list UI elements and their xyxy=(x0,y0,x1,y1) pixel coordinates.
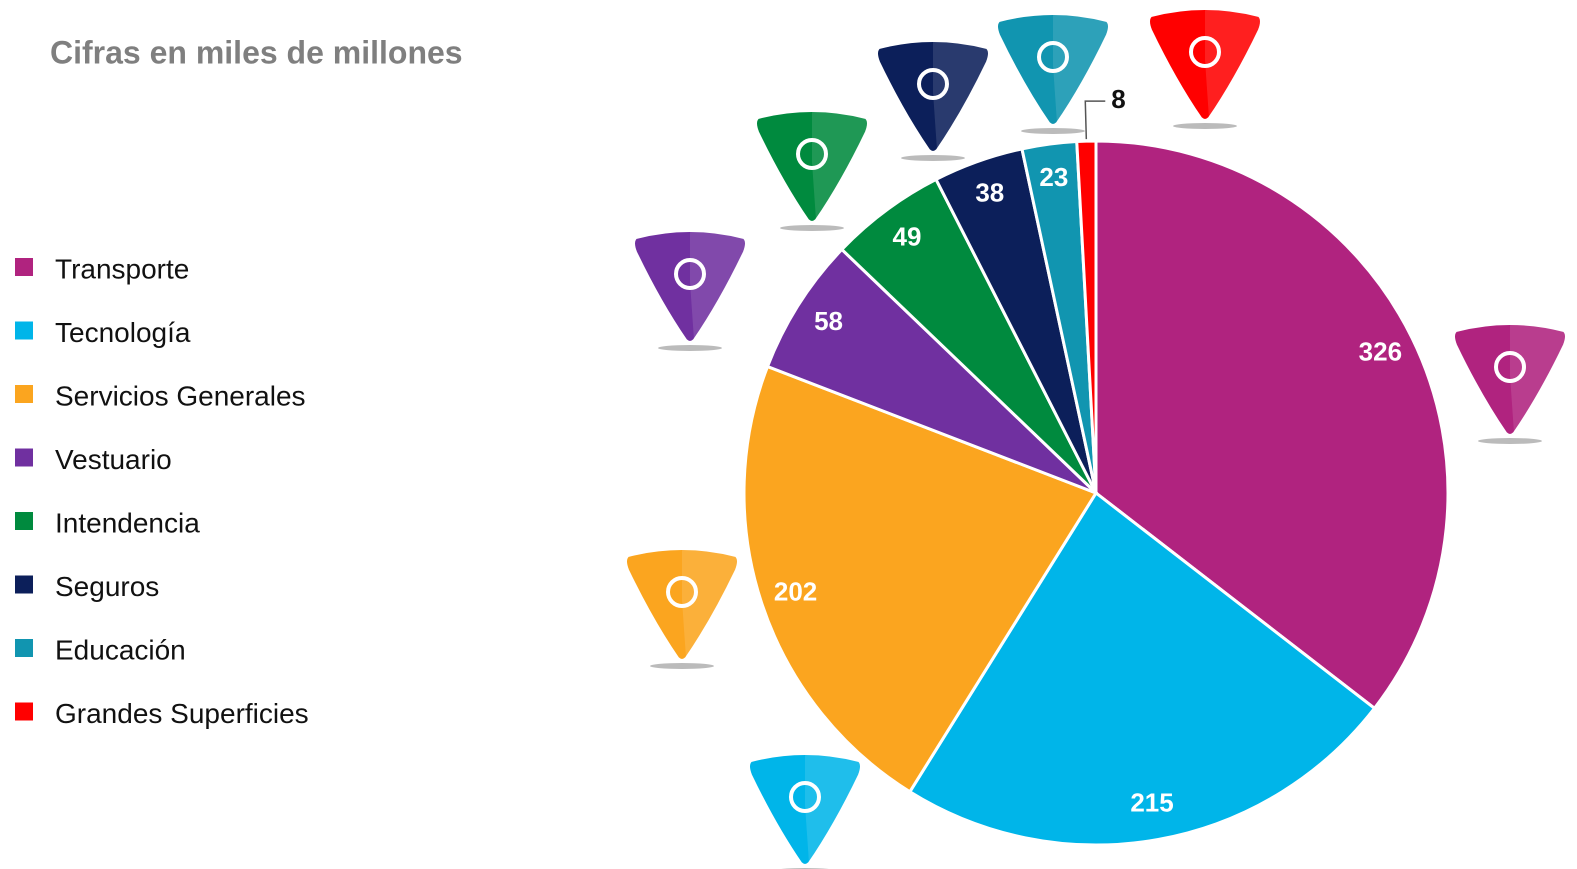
category-icon xyxy=(1148,8,1262,129)
pie-slice xyxy=(1094,139,1450,711)
icon-glyph xyxy=(1037,41,1069,73)
icon-sheen xyxy=(1205,8,1261,118)
icon-sheen xyxy=(812,110,868,220)
legend-label: Transporte xyxy=(55,253,189,284)
icon-glyph xyxy=(674,258,706,290)
legend-label: Vestuario xyxy=(55,444,172,475)
icon-shadow xyxy=(1478,438,1542,444)
data-label: 202 xyxy=(774,576,817,606)
legend-swatch xyxy=(15,448,33,467)
category-icon xyxy=(996,13,1110,134)
pie-slice xyxy=(765,247,1098,495)
icon-shadow xyxy=(1021,128,1085,134)
icon-glyph xyxy=(789,781,821,813)
category-icon xyxy=(1453,323,1567,444)
legend-swatch xyxy=(15,385,33,403)
icon-glyph xyxy=(917,68,949,100)
category-icon xyxy=(748,753,862,869)
legend-label: Seguros xyxy=(55,571,159,602)
legend-label: Servicios Generales xyxy=(55,380,306,411)
data-label: 215 xyxy=(1130,788,1173,818)
legend-label: Grandes Superficies xyxy=(55,698,309,729)
legend-label: Intendencia xyxy=(55,507,200,538)
legend-label: Tecnología xyxy=(55,317,191,348)
category-icon xyxy=(876,40,990,161)
icon-sheen xyxy=(1053,13,1109,123)
data-label: 38 xyxy=(975,177,1004,207)
pie-slice xyxy=(742,364,1099,794)
chart-title: Cifras en miles de millones xyxy=(50,34,463,70)
icon-shadow xyxy=(650,663,714,669)
pie-slice xyxy=(1075,139,1098,494)
legend-swatch xyxy=(15,575,33,594)
legend-swatch xyxy=(15,702,33,721)
legend-swatch xyxy=(15,258,33,276)
legend-swatch xyxy=(15,639,33,657)
icon-glyph xyxy=(1189,36,1221,68)
data-label: 49 xyxy=(893,222,922,252)
legend-label: Educación xyxy=(55,634,186,665)
icon-glyph xyxy=(796,138,828,170)
data-label: 326 xyxy=(1359,336,1402,366)
icon-sheen xyxy=(805,753,861,863)
data-label: 23 xyxy=(1039,162,1068,192)
icon-sheen xyxy=(1510,323,1566,433)
icon-sheen xyxy=(933,40,989,150)
category-icon xyxy=(625,548,739,669)
data-label: 58 xyxy=(814,306,843,336)
legend-swatch xyxy=(15,321,33,340)
icon-glyph xyxy=(666,576,698,608)
icon-shadow xyxy=(1173,123,1237,129)
icon-glyph xyxy=(1494,351,1526,383)
category-icon xyxy=(633,230,747,351)
category-icon xyxy=(755,110,869,231)
icon-shadow xyxy=(901,155,965,161)
icon-sheen xyxy=(690,230,746,340)
icon-sheen xyxy=(682,548,738,658)
icon-shadow xyxy=(780,225,844,231)
icon-shadow xyxy=(658,345,722,351)
leader-line xyxy=(1084,100,1106,140)
data-label: 8 xyxy=(1111,84,1125,114)
pie-slice xyxy=(907,490,1377,847)
legend-swatch xyxy=(15,512,33,530)
